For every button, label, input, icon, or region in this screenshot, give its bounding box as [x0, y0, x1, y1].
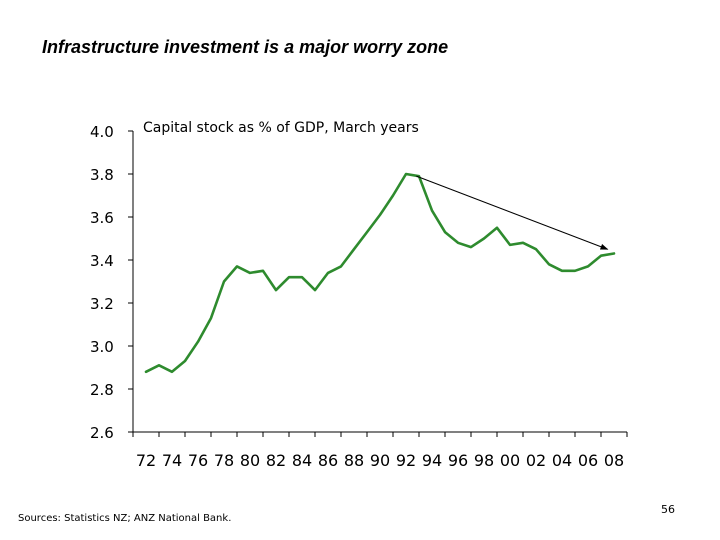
x-tick-label: 78 — [214, 451, 234, 470]
x-tick-label: 84 — [292, 451, 312, 470]
x-tick-label: 82 — [266, 451, 286, 470]
series-line-0 — [144, 172, 616, 374]
y-axis-ticks: 4.0 3.8 3.6 3.4 3.2 3.0 2.8 2.6 — [90, 123, 133, 442]
y-tick-label: 2.8 — [90, 381, 114, 399]
trend-arrow — [416, 175, 609, 250]
x-tick-label: 98 — [474, 451, 494, 470]
x-tick-label: 80 — [240, 451, 260, 470]
slide-title: Infrastructure investment is a major wor… — [42, 37, 449, 57]
chart-subtitle: Capital stock as % of GDP, March years — [143, 120, 419, 136]
y-tick-label: 3.0 — [90, 338, 114, 356]
x-tick-label: 94 — [422, 451, 442, 470]
x-tick-label: 90 — [370, 451, 390, 470]
x-tick-label: 92 — [396, 451, 416, 470]
x-tick-label: 00 — [500, 451, 520, 470]
page-number: 56 — [661, 503, 675, 516]
y-tick-label: 3.6 — [90, 209, 114, 227]
x-tick-label: 88 — [344, 451, 364, 470]
x-tick-label: 08 — [604, 451, 624, 470]
x-tick-label: 74 — [162, 451, 182, 470]
x-axis-ticks: 72 74 76 78 80 82 84 86 88 90 92 94 96 98 00 02 04 06 08 — [132, 432, 628, 470]
x-tick-label: 96 — [448, 451, 468, 470]
x-tick-label: 86 — [318, 451, 338, 470]
x-tick-label: 02 — [526, 451, 546, 470]
y-tick-label: 3.8 — [90, 166, 114, 184]
annotation-layer — [416, 175, 609, 250]
source-note: Sources: Statistics NZ; ANZ National Ban… — [18, 513, 232, 524]
x-tick-label: 72 — [136, 451, 156, 470]
y-tick-label: 2.6 — [90, 424, 114, 442]
y-tick-label: 3.2 — [90, 295, 114, 313]
x-tick-label: 76 — [188, 451, 208, 470]
y-tick-label: 4.0 — [90, 123, 114, 141]
x-tick-label: 06 — [578, 451, 598, 470]
series-layer — [144, 172, 616, 374]
x-tick-label: 04 — [552, 451, 572, 470]
y-tick-label: 3.4 — [90, 252, 114, 270]
